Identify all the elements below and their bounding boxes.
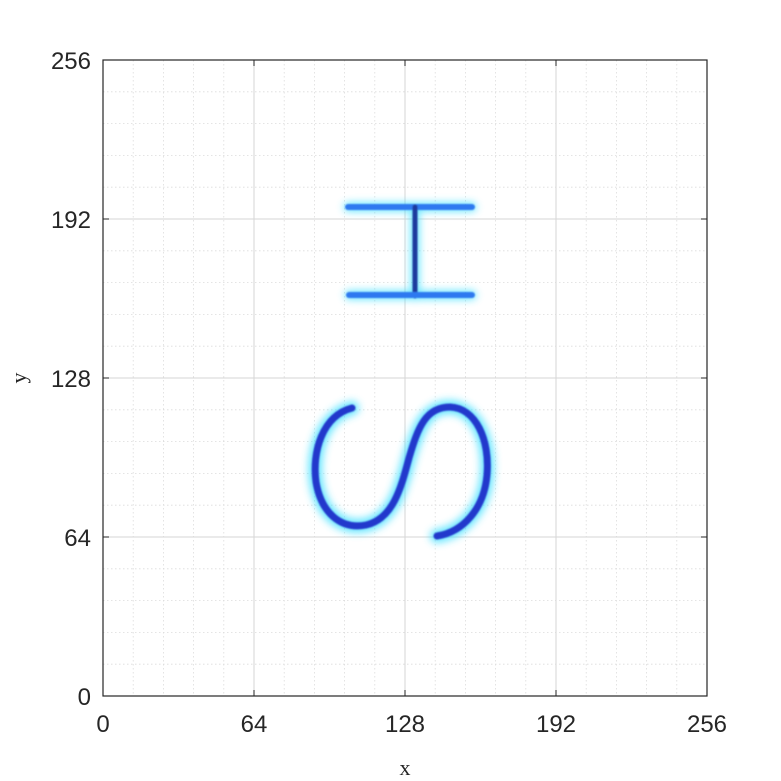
y-tick-label: 64 [64,525,91,552]
y-tick-label: 128 [51,366,91,393]
tick-labels: 0 64 128 192 256 0 64 128 192 256 [51,48,727,738]
letter-h-glyph [343,202,477,301]
x-tick-label: 128 [385,711,425,738]
x-axis-label: x [400,755,411,780]
x-tick-label: 192 [536,711,576,738]
x-tick-label: 256 [687,711,727,738]
y-tick-label: 192 [51,207,91,234]
x-tick-label: 64 [241,711,268,738]
y-tick-label: 0 [78,684,91,711]
tick-marks [102,59,708,697]
y-tick-label: 256 [51,48,91,75]
y-axis-label: y [6,373,31,384]
x-tick-label: 0 [96,711,109,738]
letter-s-glyph [308,399,495,543]
